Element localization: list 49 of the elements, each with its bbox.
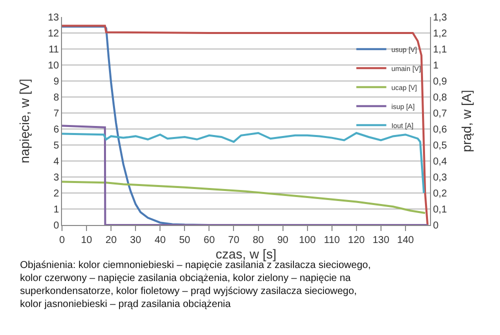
- y2-tick-label: 0,5: [433, 140, 448, 152]
- y-axis-title: napięcie, w [V]: [16, 78, 32, 164]
- y-tick-label: 9: [53, 76, 60, 88]
- x-tick-label: 130: [372, 235, 390, 246]
- x-tick-label: 70: [228, 235, 240, 246]
- x-tick-label: 50: [179, 235, 191, 246]
- x-tick-label: 90: [277, 235, 289, 246]
- x-axis-title: czas, w [s]: [216, 246, 276, 262]
- x-tick-label: 20: [106, 235, 118, 246]
- x-tick-label: 110: [324, 235, 340, 246]
- x-tick-label: 30: [130, 235, 142, 246]
- y2-tick-label: 1,3: [433, 12, 448, 24]
- line-series: [62, 180, 426, 214]
- y2-tick-label: 0,7: [433, 108, 448, 120]
- y-tick-label: 13: [48, 12, 60, 24]
- x-tick-label: 60: [204, 235, 216, 246]
- y2-tick-label: 1,1: [433, 44, 448, 56]
- y2-tick-label: 0,1: [433, 204, 448, 216]
- y-tick-label: 12: [48, 28, 60, 40]
- y2-tick-label: 0: [433, 220, 439, 232]
- x-tick-label: 80: [252, 235, 264, 246]
- x-tick-label: 40: [154, 235, 166, 246]
- y-tick-label: 2: [53, 188, 60, 200]
- line-series: [62, 132, 425, 194]
- x-tick-label: 10: [80, 235, 93, 246]
- y2-axis-title: prąd, w [A]: [458, 90, 474, 152]
- x-tick-label: 100: [298, 235, 316, 246]
- y2-tick-label: 1: [433, 60, 439, 72]
- y-tick-label: 0: [53, 220, 60, 232]
- y-tick-label: 5: [53, 140, 60, 152]
- y2-tick-label: 0,4: [433, 156, 448, 168]
- y-tick-label: 3: [53, 172, 60, 184]
- y-tick-label: 11: [48, 44, 60, 56]
- text: Objaśnienia: kolor ciemnoniebieski – napięcie zasilania z zasilacza sieciowego, kolor czerwony – napięcie zasilania obciążenia, kolor zielony – napięcie na superkondensatorze, kolor fioletowy – prąd wyjściowy zasilacza sieciowego, kolor jasnoniebieski – prąd zasilania obciążenia: [20, 260, 371, 310]
- y2-tick-label: 0,8: [433, 92, 448, 104]
- y2-tick-label: 1,2: [433, 28, 448, 40]
- line-series: [62, 24, 429, 225]
- y-tick-label: 4: [53, 156, 60, 168]
- y-tick-label: 7: [53, 108, 60, 120]
- y-tick-label: 1: [53, 204, 60, 216]
- x-tick-label: 120: [348, 235, 366, 246]
- y2-tick-label: 0,2: [433, 188, 448, 200]
- y-tick-label: 6: [53, 124, 60, 136]
- y2-tick-label: 0,6: [433, 124, 448, 136]
- x-tick-label: 140: [397, 235, 414, 246]
- y2-tick-label: 0,9: [433, 76, 448, 88]
- y-tick-label: 10: [48, 60, 60, 72]
- y2-tick-label: 0,3: [433, 172, 448, 184]
- y-tick-label: 8: [53, 92, 60, 104]
